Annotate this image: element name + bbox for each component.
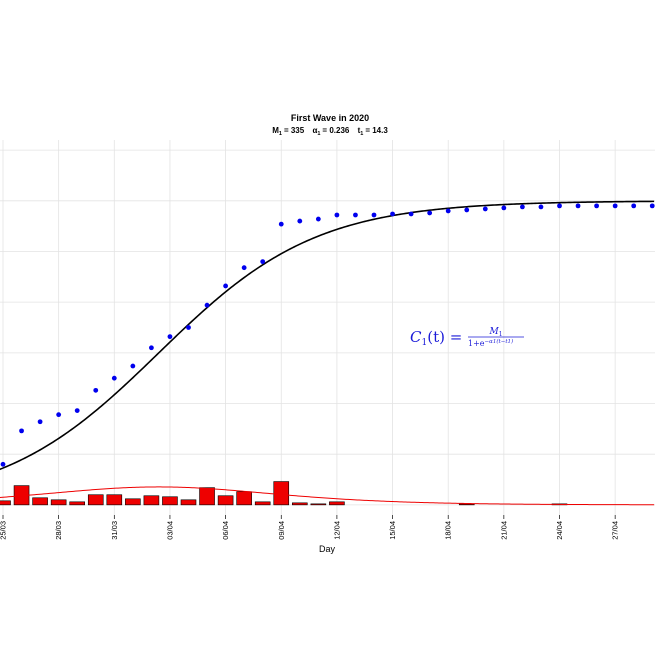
x-tick-label: 15/04 xyxy=(388,521,397,540)
formula-annotation: C1(t) = M1 1+e−α1(t−t1) xyxy=(410,327,524,348)
x-tick-label: 24/04 xyxy=(555,521,564,540)
x-tick-label: 25/03 xyxy=(0,521,8,540)
alpha-label: α xyxy=(312,126,317,135)
bar xyxy=(310,503,327,506)
data-point xyxy=(390,211,395,217)
data-point xyxy=(19,428,24,434)
data-point xyxy=(149,345,154,351)
data-point xyxy=(464,207,470,213)
x-tick-label: 28/03 xyxy=(54,521,63,540)
points-layer xyxy=(0,203,655,467)
data-point xyxy=(649,203,655,209)
t-subscript: 1 xyxy=(360,131,363,137)
bar xyxy=(217,495,234,506)
m-subscript: 1 xyxy=(279,131,282,137)
data-point xyxy=(482,206,488,212)
data-point xyxy=(612,203,618,209)
data-point xyxy=(315,216,321,222)
curves-layer xyxy=(0,200,655,506)
bar xyxy=(125,498,141,506)
x-tick-label: 31/03 xyxy=(110,521,119,540)
data-point xyxy=(297,218,303,224)
data-point xyxy=(445,208,451,214)
data-point xyxy=(557,203,562,209)
data-point xyxy=(0,461,6,467)
x-axis-ticks: 25/03 28/03 31/03 03/04 06/04 09/04 12/04 15/04… xyxy=(0,515,620,540)
bar xyxy=(32,497,48,506)
bar xyxy=(199,487,215,506)
bars-layer xyxy=(0,481,568,506)
fitted-daily-curve xyxy=(0,486,655,506)
data-point xyxy=(371,212,377,218)
data-point xyxy=(37,419,43,425)
formula-numerator: M1 xyxy=(488,327,502,338)
x-tick-label: 12/04 xyxy=(332,521,341,540)
data-point xyxy=(130,363,136,369)
data-point xyxy=(538,204,544,210)
bar xyxy=(273,481,290,506)
data-point xyxy=(241,265,247,271)
t-label: t xyxy=(358,126,361,135)
x-tick-label: 03/04 xyxy=(165,521,174,540)
fitted-cumulative-curve xyxy=(0,200,655,471)
data-point xyxy=(520,204,525,210)
formula-den-base: 1+e xyxy=(468,339,485,348)
formula-den-exponent: −α1(t−t1) xyxy=(485,338,514,345)
data-point xyxy=(408,211,414,217)
bar xyxy=(143,495,160,506)
formula-lhs-sub: 1 xyxy=(421,338,427,348)
t-value: = 14.3 xyxy=(365,126,388,135)
formula-lhs-name: C xyxy=(410,328,422,346)
data-point xyxy=(427,210,433,216)
bar xyxy=(162,496,178,506)
bar xyxy=(236,491,252,506)
alpha-value: = 0.236 xyxy=(322,126,349,135)
formula-denominator: 1+e−α1(t−t1) xyxy=(468,338,513,348)
data-point xyxy=(278,221,284,227)
formula-num-sub: 1 xyxy=(499,331,503,338)
data-point xyxy=(56,412,62,418)
x-tick-label: 27/04 xyxy=(611,521,620,540)
bar xyxy=(254,501,271,506)
bar xyxy=(106,494,123,506)
data-point xyxy=(631,203,637,209)
data-point xyxy=(74,408,80,414)
data-point xyxy=(186,325,191,330)
data-point xyxy=(204,302,210,308)
x-tick-label: 18/04 xyxy=(444,521,453,540)
data-point xyxy=(260,259,266,265)
alpha-subscript: 1 xyxy=(317,131,320,137)
bar xyxy=(180,499,197,506)
data-point xyxy=(111,375,117,381)
data-point xyxy=(93,387,99,393)
bar xyxy=(291,502,308,506)
data-point xyxy=(353,212,358,218)
data-point xyxy=(167,334,173,340)
bar xyxy=(69,501,85,506)
data-point xyxy=(594,203,599,209)
m-value: = 335 xyxy=(284,126,305,135)
formula-lhs-arg: (t) = xyxy=(427,328,462,346)
data-point xyxy=(501,205,507,211)
chart-title: First Wave in 2020 xyxy=(291,113,369,123)
x-tick-label: 09/04 xyxy=(277,521,286,540)
data-point xyxy=(334,212,340,218)
x-tick-label: 06/04 xyxy=(221,521,230,540)
formula-num-name: M xyxy=(488,327,499,337)
bar xyxy=(87,494,104,506)
data-point xyxy=(575,203,581,209)
m-label: M xyxy=(272,126,279,135)
x-tick-label: 21/04 xyxy=(499,521,508,540)
x-axis-label: Day xyxy=(319,544,336,554)
formula-lhs: C1(t) = xyxy=(410,328,462,348)
chart-subtitle: M1 = 335 α1 = 0.236 t1 = 14.3 xyxy=(272,126,388,137)
bar xyxy=(0,500,11,506)
data-point xyxy=(223,283,229,289)
bar xyxy=(329,501,345,506)
bar xyxy=(50,499,67,506)
